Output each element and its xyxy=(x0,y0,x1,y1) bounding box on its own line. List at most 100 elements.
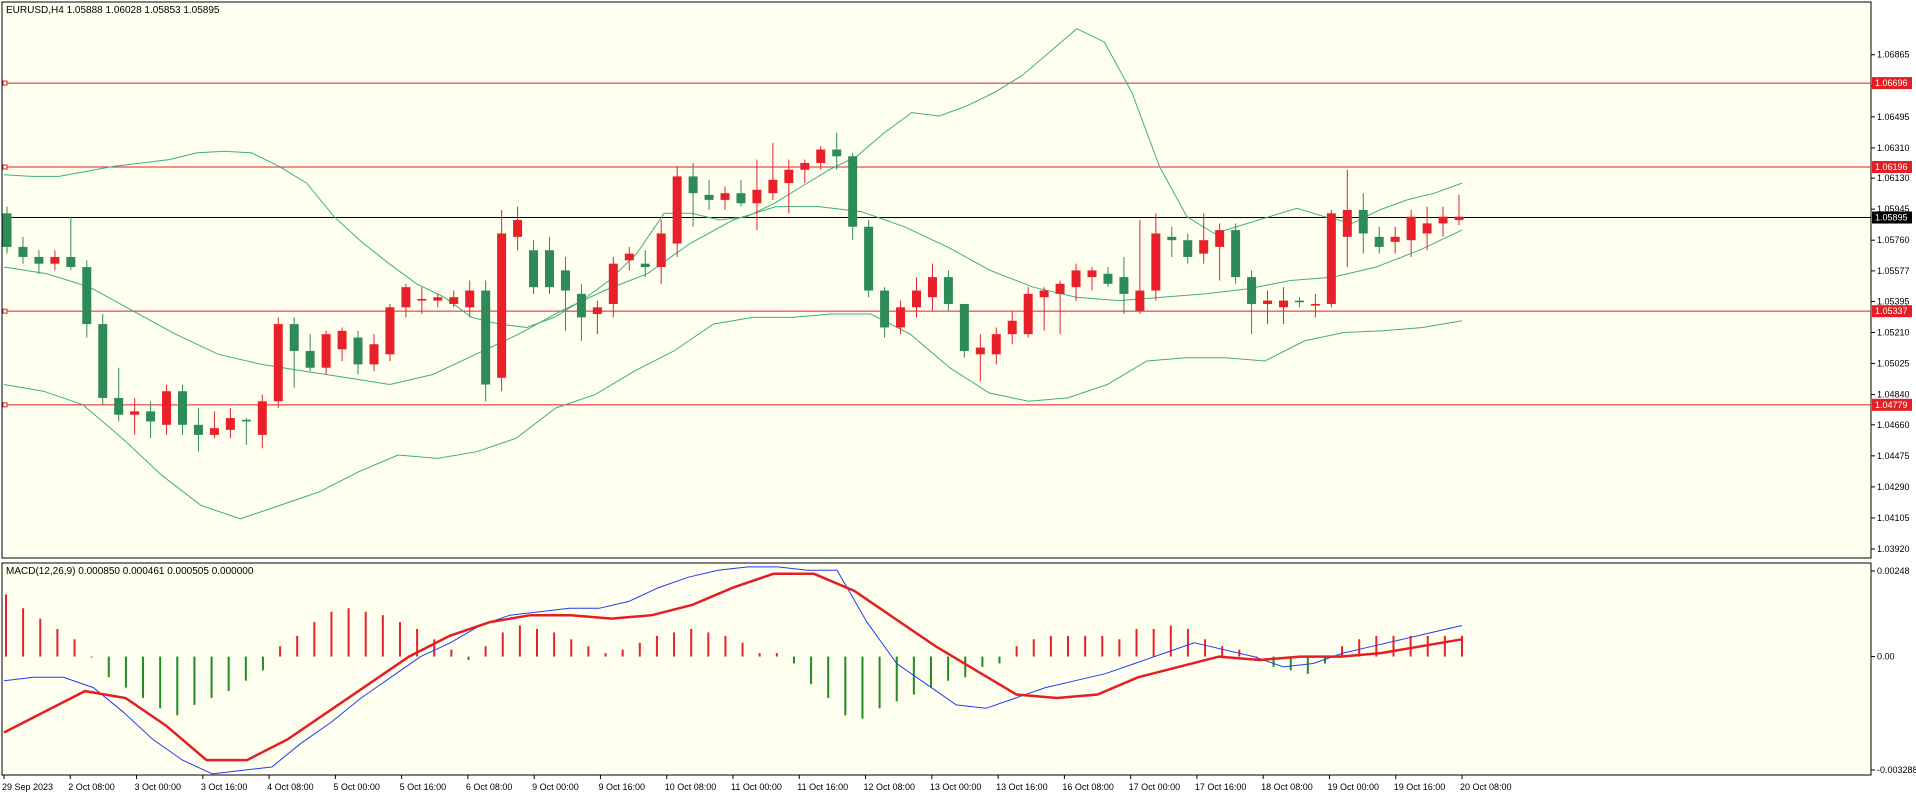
candle-body xyxy=(66,256,76,268)
candle-body xyxy=(752,189,762,204)
macd-tick-label: 0.00 xyxy=(1877,652,1895,662)
candle-body xyxy=(289,324,299,351)
time-tick-label: 3 Oct 00:00 xyxy=(135,782,182,792)
macd-plot xyxy=(3,566,1463,775)
candle-body xyxy=(273,324,283,402)
candle-body xyxy=(624,253,634,261)
price-tick-label: 1.04105 xyxy=(1877,513,1910,523)
candle-body xyxy=(576,293,586,318)
candle-body xyxy=(1406,216,1416,241)
candle-body xyxy=(1278,300,1288,308)
time-tick-label: 5 Oct 00:00 xyxy=(333,782,380,792)
price-tick-label: 1.06495 xyxy=(1877,112,1910,122)
price-tick-label: 1.05760 xyxy=(1877,235,1910,245)
candle-body xyxy=(927,277,937,298)
time-tick-label: 6 Oct 08:00 xyxy=(466,782,513,792)
candle-body xyxy=(162,391,172,425)
candle-body xyxy=(369,344,379,365)
candle-body xyxy=(401,287,411,308)
price-axis[interactable]: 1.068651.066801.064951.063101.061301.059… xyxy=(1871,50,1912,554)
candle-body xyxy=(114,397,124,415)
bollinger-middle-band xyxy=(3,206,1463,386)
candle-body xyxy=(82,267,92,325)
candle-body xyxy=(1135,290,1145,311)
time-tick-label: 3 Oct 16:00 xyxy=(201,782,248,792)
candle-body xyxy=(1454,216,1464,221)
candle-body xyxy=(1087,270,1097,278)
time-tick-label: 17 Oct 16:00 xyxy=(1195,782,1247,792)
candle-body xyxy=(50,256,60,264)
candle-body xyxy=(704,194,714,200)
time-tick-label: 9 Oct 00:00 xyxy=(532,782,579,792)
candle-body xyxy=(592,307,602,315)
level-price-label: 1.05337 xyxy=(1875,306,1908,316)
candle-body xyxy=(1183,240,1193,257)
candle-body xyxy=(688,176,698,194)
current-price-tag xyxy=(1872,211,1912,224)
candle-body xyxy=(672,176,682,244)
time-tick-label: 17 Oct 00:00 xyxy=(1129,782,1181,792)
level-anchor xyxy=(2,164,8,170)
candle-body xyxy=(337,330,347,350)
time-tick-label: 19 Oct 00:00 xyxy=(1327,782,1379,792)
candle-body xyxy=(130,411,140,415)
candle-body xyxy=(975,347,985,355)
candle-body xyxy=(1167,236,1177,241)
candle-body xyxy=(832,149,842,157)
candle-body xyxy=(1358,209,1368,234)
macd-axis[interactable]: 0.00248 0.00 -0.003288 xyxy=(1871,566,1916,775)
level-price-tag xyxy=(1872,77,1912,90)
candle-body xyxy=(321,334,331,368)
time-tick-label: 19 Oct 16:00 xyxy=(1394,782,1446,792)
candle-body xyxy=(991,334,1001,355)
candle-body xyxy=(449,297,459,304)
time-tick-label: 18 Oct 08:00 xyxy=(1261,782,1313,792)
candle-body xyxy=(911,290,921,308)
time-axis[interactable]: 29 Sep 2023 2 Oct 08:00 3 Oct 00:00 3 Oct 1… xyxy=(2,775,1512,792)
price-plot xyxy=(2,28,1871,520)
candle-body xyxy=(848,156,858,227)
time-tick-label: 20 Oct 08:00 xyxy=(1460,782,1512,792)
time-tick-label: 11 Oct 00:00 xyxy=(731,782,782,792)
candle-body xyxy=(513,220,523,237)
candle-body xyxy=(1294,300,1304,303)
candle-body xyxy=(417,298,427,301)
price-tick-label: 1.06310 xyxy=(1877,143,1910,153)
level-price-tag xyxy=(1872,161,1912,174)
time-tick-label: 13 Oct 16:00 xyxy=(996,782,1048,792)
time-tick-label: 16 Oct 08:00 xyxy=(1062,782,1114,792)
candle-body xyxy=(385,307,395,355)
price-tick-label: 1.04660 xyxy=(1877,420,1910,430)
candle-body xyxy=(529,250,539,288)
time-tick-label: 4 Oct 08:00 xyxy=(267,782,314,792)
macd-panel[interactable] xyxy=(1,562,1872,776)
candle-body xyxy=(1039,290,1049,298)
price-tick-label: 1.04290 xyxy=(1877,482,1910,492)
price-tick-label: 1.06865 xyxy=(1877,50,1910,60)
candle-body xyxy=(497,233,507,378)
candle-body xyxy=(1247,277,1257,304)
time-tick-label: 5 Oct 16:00 xyxy=(400,782,447,792)
candle-body xyxy=(1231,230,1241,278)
symbol-info: EURUSD,H4 1.05888 1.06028 1.05853 1.0589… xyxy=(6,5,220,16)
candle-body xyxy=(1119,277,1129,294)
candle-body xyxy=(1055,283,1065,294)
candle-body xyxy=(1310,303,1320,306)
macd-tick-label: 0.00248 xyxy=(1877,566,1910,576)
candle-body xyxy=(736,193,746,204)
candle-body xyxy=(146,411,156,422)
price-tick-label: 1.04840 xyxy=(1877,390,1910,400)
candle-body xyxy=(1199,240,1209,254)
candle-body xyxy=(178,391,188,425)
macd-label: MACD(12,26,9) 0.000850 0.000461 0.000505… xyxy=(6,566,254,577)
candle-body xyxy=(768,179,778,194)
candle-body xyxy=(34,256,44,264)
candle-body xyxy=(1342,209,1352,237)
candle-body xyxy=(305,350,315,368)
candle-body xyxy=(1071,270,1081,288)
price-tick-label: 1.05395 xyxy=(1877,296,1910,306)
candle-body xyxy=(656,233,666,268)
candle-body xyxy=(816,149,826,163)
time-tick-label: 11 Oct 16:00 xyxy=(797,782,848,792)
